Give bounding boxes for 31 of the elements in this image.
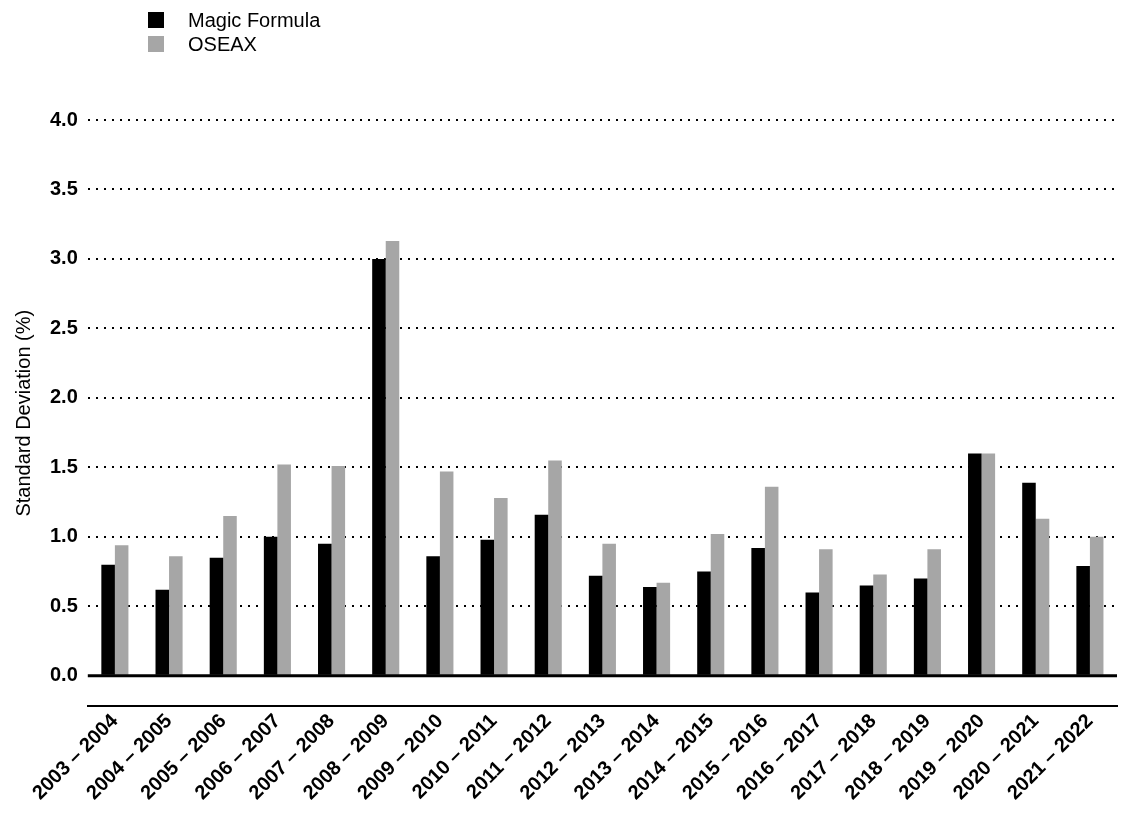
- bar: [494, 497, 508, 675]
- y-tick-label: 2.0: [49, 385, 78, 408]
- legend-label: OSEAX: [188, 32, 257, 56]
- bar: [114, 545, 129, 675]
- y-tick-label: 0.5: [49, 593, 78, 616]
- bar: [764, 486, 779, 675]
- y-tick-label: 3.0: [49, 246, 78, 269]
- bar: [1035, 518, 1050, 675]
- bar: [1089, 536, 1104, 675]
- y-axis-title: Standard Deviation (%): [11, 309, 34, 517]
- y-tick-label: 3.5: [49, 176, 78, 199]
- bar: [169, 556, 183, 675]
- bar: [439, 471, 454, 675]
- bar: [873, 574, 887, 675]
- bar: [331, 466, 346, 675]
- bar: [927, 549, 941, 675]
- bar: [981, 453, 996, 675]
- legend-label: Magic Formula: [188, 8, 321, 32]
- y-tick-label: 1.5: [49, 454, 78, 477]
- bar: [223, 516, 237, 675]
- bar: [548, 460, 562, 675]
- y-tick-label: 0.0: [49, 663, 78, 686]
- bar: [277, 464, 291, 675]
- y-tick-label: 4.0: [49, 107, 78, 130]
- bar: [819, 549, 833, 675]
- y-tick-label: 1.0: [49, 524, 78, 547]
- bar: [602, 543, 616, 675]
- y-tick-label: 2.5: [49, 315, 78, 338]
- bar: [656, 582, 671, 675]
- bar: [710, 534, 725, 675]
- bar: [385, 240, 400, 675]
